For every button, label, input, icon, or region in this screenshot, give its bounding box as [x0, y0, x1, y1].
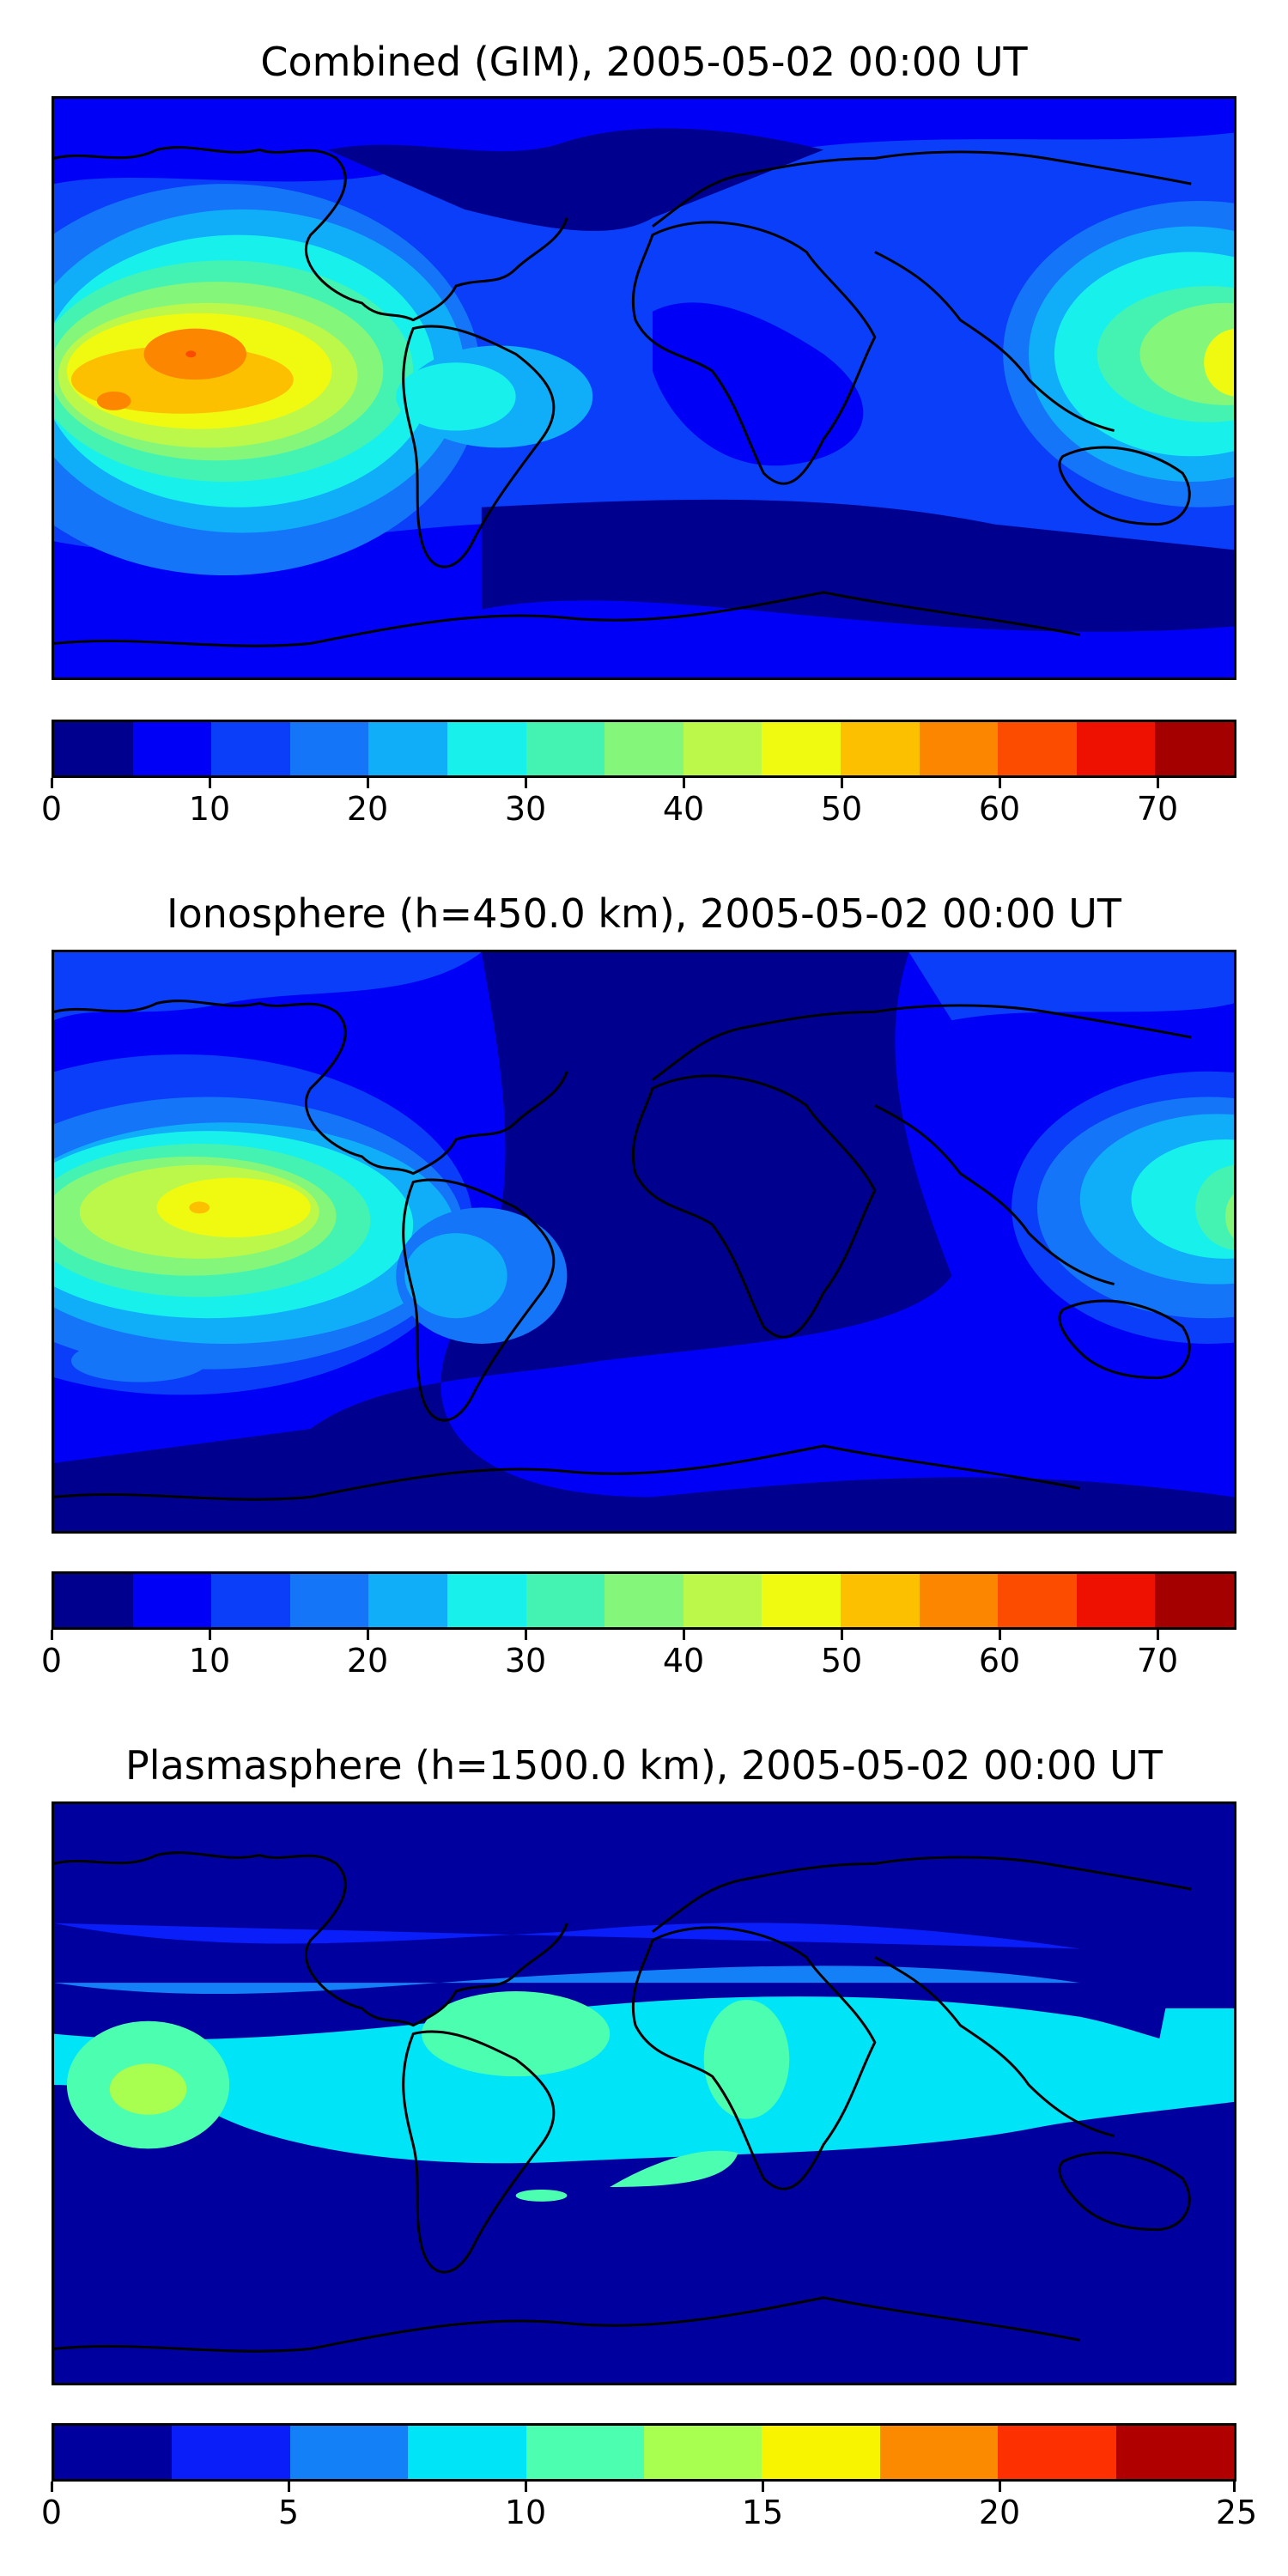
colorbar-segment — [289, 2426, 409, 2479]
colorbar-ticks-plasmasphere: 0 5 10 15 20 25 — [41, 2482, 1257, 2533]
colorbar-combined — [52, 720, 1236, 778]
colorbar-tick-label: 10 — [504, 2494, 547, 2531]
colorbar-tick-label: 0 — [40, 1642, 63, 1680]
colorbar-tick-label: 50 — [820, 790, 863, 828]
colorbar-tick-label: 15 — [741, 2494, 784, 2531]
colorbar-segment — [368, 1574, 447, 1627]
colorbar-segment — [211, 1574, 290, 1627]
colorbar-segment — [1155, 722, 1234, 775]
colorbar-segment — [605, 722, 683, 775]
colorbar-segment — [919, 1574, 999, 1627]
panel-title-ionosphere: Ionosphere (h=450.0 km), 2005-05-02 00:0… — [167, 890, 1121, 937]
colorbar-tick — [50, 1630, 53, 1640]
colorbar-tick-label: 40 — [662, 1642, 705, 1680]
colorbar-segment — [762, 1574, 841, 1627]
colorbar-tick-label: 20 — [346, 1642, 389, 1680]
colorbar-segment — [998, 2426, 1116, 2479]
colorbar-segment — [1076, 722, 1156, 775]
colorbar-tick-label: 60 — [978, 790, 1021, 828]
map-combined-svg — [54, 99, 1234, 677]
colorbar-tick-label: 5 — [277, 2494, 300, 2531]
colorbar-segment — [132, 722, 212, 775]
colorbar-tick-label: 40 — [662, 790, 705, 828]
colorbar-segment — [368, 722, 447, 775]
colorbar-tick — [682, 778, 685, 788]
colorbar-segment — [447, 722, 526, 775]
colorbar-tick — [682, 1630, 685, 1640]
colorbar-tick-label: 0 — [40, 790, 63, 828]
map-combined — [52, 96, 1236, 680]
colorbar-tick-label: 10 — [188, 1642, 231, 1680]
colorbar-tick-label: 30 — [504, 1642, 547, 1680]
colorbar-tick-label: 70 — [1136, 790, 1179, 828]
map-plasmasphere — [52, 1801, 1236, 2385]
colorbar-segment — [605, 1574, 683, 1627]
colorbar-tick — [840, 1630, 843, 1640]
panel-title-plasmasphere: Plasmasphere (h=1500.0 km), 2005-05-02 0… — [125, 1742, 1163, 1789]
colorbar-plasmasphere — [52, 2423, 1236, 2482]
colorbar-segment — [526, 722, 605, 775]
colorbar-segment — [408, 2426, 526, 2479]
colorbar-segment — [132, 1574, 212, 1627]
map-ionosphere — [52, 950, 1236, 1534]
colorbar-segment — [526, 1574, 605, 1627]
colorbar-segment — [526, 2426, 645, 2479]
colorbar-segment — [54, 2426, 173, 2479]
colorbar-tick — [998, 778, 1001, 788]
colorbar-segment — [54, 1574, 133, 1627]
colorbar-segment — [762, 2426, 880, 2479]
colorbar-tick-label: 70 — [1136, 1642, 1179, 1680]
colorbar-ticks-ionosphere: 0 10 20 30 40 50 60 70 — [41, 1630, 1236, 1681]
colorbar-segment — [289, 1574, 369, 1627]
colorbar-tick — [998, 1630, 1001, 1640]
colorbar-segment — [1155, 1574, 1234, 1627]
colorbar-segment — [683, 1574, 762, 1627]
colorbar-tick-label: 0 — [40, 2494, 63, 2531]
colorbar-tick-label: 20 — [978, 2494, 1021, 2531]
colorbar-segment — [683, 722, 762, 775]
colorbar-tick — [1156, 1630, 1159, 1640]
panel-title-combined: Combined (GIM), 2005-05-02 00:00 UT — [260, 39, 1028, 85]
colorbar-tick — [287, 2482, 290, 2492]
colorbar-tick — [208, 778, 211, 788]
colorbar-tick — [366, 778, 369, 788]
colorbar-tick — [50, 778, 53, 788]
colorbar-tick — [840, 778, 843, 788]
colorbar-tick — [366, 1630, 369, 1640]
colorbar-tick-label: 60 — [978, 1642, 1021, 1680]
colorbar-segment — [1076, 1574, 1156, 1627]
colorbar-segment — [879, 2426, 999, 2479]
colorbar-segment — [840, 722, 920, 775]
colorbar-tick — [208, 1630, 211, 1640]
colorbar-segment — [172, 2426, 290, 2479]
colorbar-tick-label: 50 — [820, 1642, 863, 1680]
colorbar-segment — [289, 722, 369, 775]
colorbar-tick-label: 10 — [188, 790, 231, 828]
colorbar-tick — [50, 2482, 53, 2492]
colorbar-segment — [211, 722, 290, 775]
colorbar-tick — [524, 778, 527, 788]
colorbar-segment — [998, 1574, 1077, 1627]
colorbar-tick-label: 30 — [504, 790, 547, 828]
colorbar-segment — [644, 2426, 762, 2479]
colorbar-tick-label: 20 — [346, 790, 389, 828]
map-plasmasphere-svg — [54, 1804, 1234, 2383]
colorbar-segment — [54, 722, 133, 775]
colorbar-ionosphere — [52, 1571, 1236, 1630]
colorbar-ticks-combined: 0 10 20 30 40 50 60 70 — [41, 778, 1236, 829]
colorbar-segment — [998, 722, 1077, 775]
colorbar-tick — [524, 1630, 527, 1640]
colorbar-segment — [762, 722, 841, 775]
map-ionosphere-svg — [54, 952, 1234, 1531]
colorbar-segment — [1115, 2426, 1234, 2479]
colorbar-tick — [1156, 778, 1159, 788]
colorbar-tick — [761, 2482, 764, 2492]
colorbar-tick — [524, 2482, 527, 2492]
colorbar-segment — [919, 722, 999, 775]
colorbar-segment — [840, 1574, 920, 1627]
colorbar-tick-label: 25 — [1215, 2494, 1258, 2531]
colorbar-tick — [998, 2482, 1001, 2492]
colorbar-segment — [447, 1574, 526, 1627]
colorbar-tick — [1232, 2482, 1236, 2492]
